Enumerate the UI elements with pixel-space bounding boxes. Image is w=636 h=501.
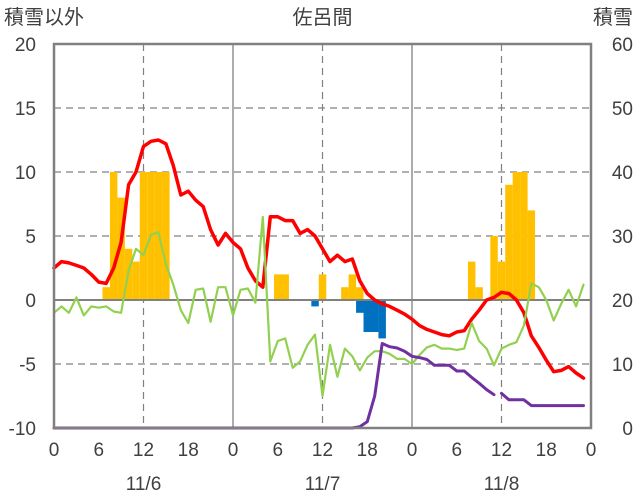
bar [132, 261, 140, 300]
x-tick-label: 6 [93, 440, 104, 461]
x-tick-label: 0 [49, 440, 60, 461]
left-tick-label: -10 [9, 419, 36, 440]
bar [512, 172, 521, 300]
bar [505, 184, 513, 300]
right-tick-label: 0 [622, 419, 633, 440]
bar [348, 274, 357, 300]
left-tick-label: 0 [25, 291, 36, 312]
bar [281, 274, 289, 300]
x-tick-label: 18 [536, 440, 557, 461]
snow-depth-line [500, 391, 585, 408]
right-tick-label: 30 [612, 227, 633, 248]
bar [356, 300, 364, 313]
x-tick-label: 12 [312, 440, 333, 461]
right-tick-label: 40 [612, 163, 633, 184]
bar [363, 300, 371, 332]
bar [139, 172, 148, 300]
bar [497, 261, 506, 300]
right-axis-label: 積雪 [593, 6, 633, 29]
bar [274, 274, 282, 300]
bar [527, 210, 536, 300]
bar [490, 236, 498, 300]
left-tick-label: 5 [25, 227, 36, 248]
x-tick-label: 0 [407, 440, 418, 461]
x-tick-label: 6 [451, 440, 462, 461]
x-tick-label: 18 [357, 440, 378, 461]
bar [162, 172, 170, 300]
chart-title: 佐呂間 [293, 6, 353, 29]
snow-depth-line [52, 342, 496, 430]
left-axis-label: 積雪以外 [4, 6, 84, 29]
bar [318, 274, 327, 300]
left-tick-label: 10 [15, 163, 36, 184]
plot-frame [52, 42, 593, 430]
bar [102, 287, 110, 300]
right-tick-label: 50 [612, 99, 633, 120]
temperature-line [52, 138, 586, 380]
bar [520, 172, 528, 300]
date-label: 11/7 [305, 474, 341, 495]
x-tick-label: 0 [586, 440, 597, 461]
left-tick-label: 20 [15, 35, 36, 56]
bar [467, 261, 476, 300]
bar-series [102, 172, 536, 339]
x-tick-label: 0 [228, 440, 239, 461]
date-label: 11/8 [484, 474, 520, 495]
left-tick-label: 15 [15, 99, 36, 120]
x-tick-label: 6 [272, 440, 283, 461]
right-tick-label: 20 [612, 291, 633, 312]
right-tick-label: 60 [612, 35, 633, 56]
bar [311, 300, 319, 307]
right-tick-label: 10 [612, 355, 633, 376]
x-tick-label: 12 [491, 440, 512, 461]
left-tick-label: -5 [19, 355, 36, 376]
bar [370, 300, 379, 332]
date-label: 11/6 [126, 474, 162, 495]
bar [109, 172, 118, 300]
x-tick-label: 18 [178, 440, 199, 461]
bar [341, 287, 349, 300]
bar [378, 300, 386, 339]
bar [356, 287, 364, 300]
x-tick-label: 12 [133, 440, 154, 461]
wind-line [52, 215, 585, 398]
bar [475, 287, 483, 300]
bar [117, 197, 125, 300]
